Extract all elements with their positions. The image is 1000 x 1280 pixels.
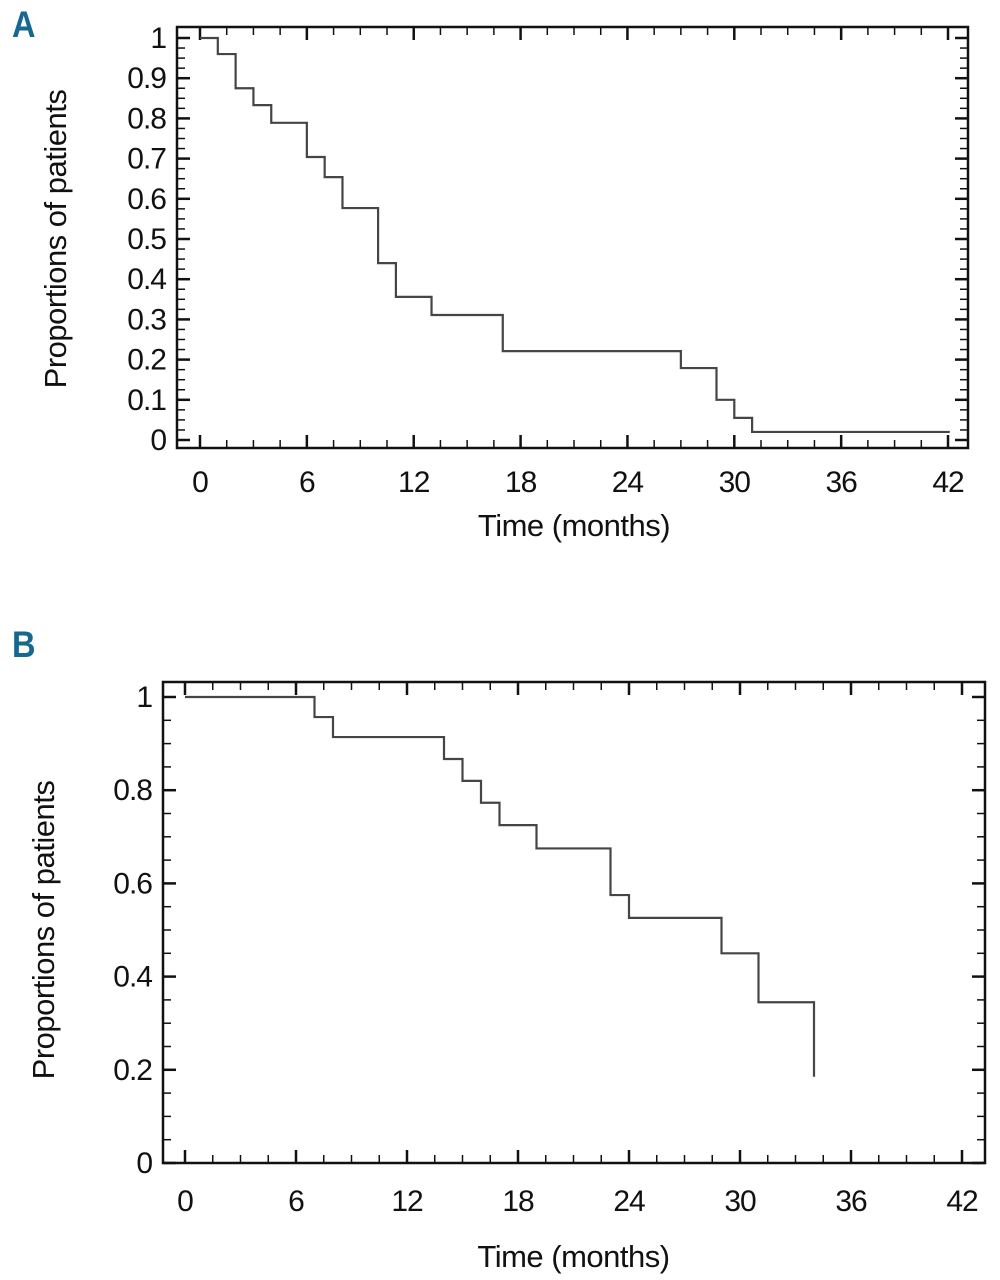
- y-tick-label: 0: [136, 1147, 152, 1180]
- y-tick-label: 0.3: [127, 303, 166, 336]
- x-tick-label: 42: [946, 1185, 978, 1218]
- x-axis-title: Time (months): [478, 508, 670, 543]
- x-ticks: [183, 682, 964, 1163]
- x-tick-label: 6: [288, 1185, 304, 1218]
- x-tick-label: 12: [391, 1185, 423, 1218]
- panel-a-plot: 0 6 12 18 24 30 36 42 0 0.1 0.2 0.3 0.4 0.5 0.6 0.7 0.8 0…: [38, 22, 970, 543]
- x-tick-label: 24: [612, 466, 644, 499]
- y-tick-label: 0.2: [127, 344, 166, 377]
- y-tick-label: 0.2: [113, 1054, 152, 1087]
- y-tick-label: 0.8: [113, 774, 152, 807]
- y-tick-label: 1: [150, 22, 166, 55]
- y-tick-label: 0.5: [127, 223, 166, 256]
- panel-b-plot: 0 6 12 18 24 30 36 42 0 0.2 0.4 0.6 0.8 1 Time (months…: [26, 680, 987, 1274]
- y-ticks: [177, 36, 968, 442]
- panel-b-letter: B: [12, 624, 36, 665]
- x-tick-label: 0: [192, 466, 208, 499]
- plot-border: [161, 680, 987, 1165]
- x-axis-title: Time (months): [477, 1239, 669, 1274]
- x-tick-label: 36: [825, 466, 857, 499]
- y-ticks: [163, 695, 985, 1165]
- x-tick-label: 30: [719, 466, 751, 499]
- km-curve: [185, 695, 816, 1077]
- plot-border: [175, 25, 970, 450]
- y-tick-label: 0.4: [113, 961, 152, 994]
- x-tick-label: 0: [177, 1185, 193, 1218]
- x-tick-label: 36: [835, 1185, 867, 1218]
- x-tick-label: 6: [299, 466, 315, 499]
- y-tick-label: 0.6: [127, 183, 166, 216]
- y-axis-title: Proportions of patients: [38, 90, 73, 389]
- y-axis-title: Proportions of patients: [26, 781, 61, 1080]
- y-tick-label: 0.7: [127, 143, 166, 176]
- y-tick-label: 1: [136, 681, 152, 714]
- y-tick-label: 0.4: [127, 263, 166, 296]
- x-tick-label: 42: [932, 466, 964, 499]
- y-tick-label: 0: [150, 424, 166, 457]
- y-tick-label: 0.9: [127, 62, 166, 95]
- x-tick-label: 18: [502, 1185, 534, 1218]
- x-ticks: [198, 27, 950, 448]
- x-tick-label: 18: [505, 466, 537, 499]
- x-tick-label: 30: [724, 1185, 756, 1218]
- x-tick-label: 12: [398, 466, 430, 499]
- y-tick-label: 0.6: [113, 867, 152, 900]
- km-curve: [200, 36, 950, 434]
- y-tick-label: 0.8: [127, 102, 166, 135]
- y-tick-label: 0.1: [127, 384, 166, 417]
- x-tick-label: 24: [613, 1185, 645, 1218]
- panel-a-letter: A: [12, 4, 36, 45]
